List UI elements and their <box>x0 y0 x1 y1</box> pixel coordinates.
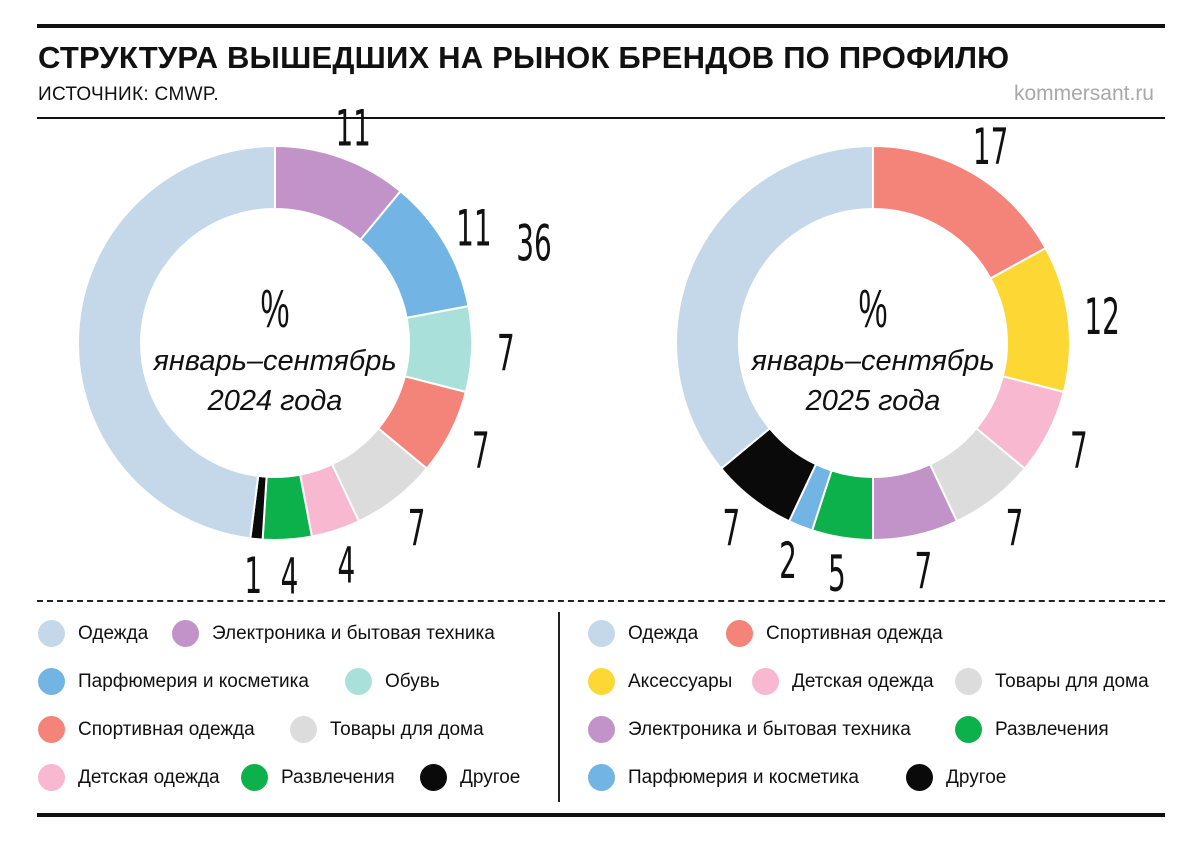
legend-swatch <box>38 716 65 743</box>
legend-item-sportswear: Спортивная одежда <box>726 620 943 647</box>
center-unit: % <box>261 280 290 339</box>
data-label-perfume-cosmetics: 11 <box>456 199 491 258</box>
legend-swatch <box>588 620 615 647</box>
data-label-electronics: 11 <box>335 99 370 158</box>
center-label-line-2: 2024 года <box>207 385 343 417</box>
legend-item-sportswear: Спортивная одежда <box>38 716 255 743</box>
legend-label: Обувь <box>385 670 440 692</box>
data-label-accessories: 12 <box>1084 287 1119 346</box>
data-label-sportswear: 7 <box>472 421 490 480</box>
data-label-electronics: 7 <box>915 542 933 601</box>
legend-swatch <box>290 716 317 743</box>
legend-label: Одежда <box>78 622 149 644</box>
site-credit: kommersant.ru <box>1013 82 1154 105</box>
data-label-other: 1 <box>244 546 262 605</box>
center-label-line-2: 2025 года <box>805 385 941 417</box>
center-label-line-1: январь–сентябрь <box>750 345 994 377</box>
legend-label: Детская одежда <box>792 670 934 692</box>
slice-clothing <box>77 144 276 540</box>
legend-label: Развлечения <box>281 766 395 788</box>
legend-item-shoes: Обувь <box>345 668 440 695</box>
legend-item-other: Другое <box>420 764 520 791</box>
legend-swatch <box>38 764 65 791</box>
legend-label: Спортивная одежда <box>78 718 255 740</box>
slice-sportswear <box>872 144 1047 280</box>
legend-item-perfume-cosmetics: Парфюмерия и косметика <box>588 764 859 791</box>
legend-swatch <box>588 764 615 791</box>
legend-item-other: Другое <box>906 764 1006 791</box>
title-rule <box>37 117 1165 119</box>
legend-label: Развлечения <box>995 718 1109 740</box>
data-label-kids-clothing: 7 <box>1070 421 1088 480</box>
legend-item-clothing: Одежда <box>38 620 148 647</box>
legend-item-electronics: Электроника и бытовая техника <box>172 620 495 647</box>
legend-label: Другое <box>460 766 521 788</box>
slice-clothing <box>675 144 874 470</box>
legend-swatch <box>420 764 447 791</box>
legend-label: Парфюмерия и косметика <box>78 670 309 692</box>
data-label-sportswear: 17 <box>973 117 1008 176</box>
legend-label: Аксессуары <box>628 670 733 692</box>
data-label-home-goods: 7 <box>1006 499 1024 558</box>
legend-swatch <box>38 620 65 647</box>
legend-item-clothing: Одежда <box>588 620 698 647</box>
legend-divider <box>558 612 560 802</box>
legend-item-entertainment: Развлечения <box>241 764 395 791</box>
data-label-clothing: 36 <box>516 214 551 273</box>
legend-item-entertainment: Развлечения <box>955 716 1109 743</box>
data-label-entertainment: 5 <box>828 544 846 603</box>
legend-swatch <box>955 716 982 743</box>
data-label-kids-clothing: 4 <box>338 536 356 595</box>
legend-item-home-goods: Товары для дома <box>955 668 1149 695</box>
legend-item-kids-clothing: Детская одежда <box>38 764 220 791</box>
legend-label: Другое <box>946 766 1007 788</box>
legend-swatch <box>906 764 933 791</box>
legend-item-kids-clothing: Детская одежда <box>752 668 934 695</box>
legend-item-electronics: Электроника и бытовая техника <box>588 716 911 743</box>
legend-swatch <box>752 668 779 695</box>
legend-swatch <box>345 668 372 695</box>
data-label-entertainment: 4 <box>281 547 299 606</box>
legend-label: Детская одежда <box>78 766 220 788</box>
legend-item-home-goods: Товары для дома <box>290 716 484 743</box>
top-rule <box>37 24 1165 28</box>
data-label-perfume-cosmetics: 2 <box>779 531 797 590</box>
legend-label: Парфюмерия и косметика <box>628 766 859 788</box>
legend-item-perfume-cosmetics: Парфюмерия и косметика <box>38 668 309 695</box>
legend-label: Товары для дома <box>995 670 1149 692</box>
legend-item-accessories: Аксессуары <box>588 668 732 695</box>
legend-swatch <box>955 668 982 695</box>
data-label-shoes: 7 <box>497 323 515 382</box>
legend-swatch <box>726 620 753 647</box>
center-unit: % <box>859 280 888 339</box>
legend-swatch <box>241 764 268 791</box>
legend-label: Одежда <box>628 622 699 644</box>
legend-swatch <box>38 668 65 695</box>
legend-swatch <box>588 716 615 743</box>
legend-label: Электроника и бытовая техника <box>628 718 911 740</box>
legend-separator <box>37 600 1165 602</box>
legend-label: Товары для дома <box>330 718 484 740</box>
data-label-other: 7 <box>723 499 741 558</box>
source-note: ИСТОЧНИК: CMWP. <box>38 84 220 105</box>
bottom-rule <box>37 813 1165 817</box>
legend-swatch <box>588 668 615 695</box>
legend-label: Спортивная одежда <box>766 622 943 644</box>
legend-label: Электроника и бытовая техника <box>212 622 495 644</box>
data-label-home-goods: 7 <box>408 499 426 558</box>
center-label-line-1: январь–сентябрь <box>152 345 396 377</box>
legend-swatch <box>172 620 199 647</box>
chart-title: СТРУКТУРА ВЫШЕДШИХ НА РЫНОК БРЕНДОВ ПО П… <box>38 40 1010 75</box>
